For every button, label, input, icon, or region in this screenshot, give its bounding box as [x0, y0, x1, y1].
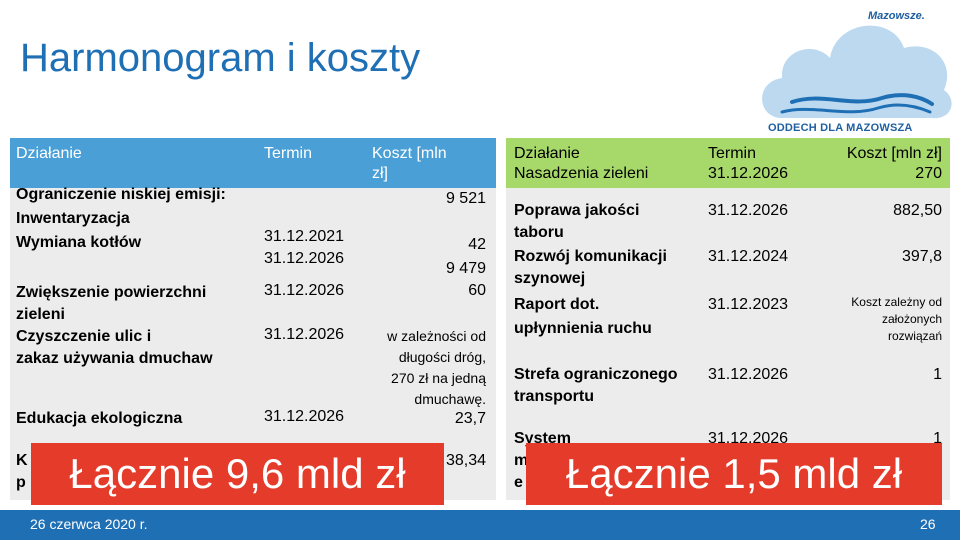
- row-action: upłynnienia ruchu: [514, 320, 652, 337]
- row-action: e: [514, 474, 523, 491]
- left-table-header: Działanie Termin Koszt [mln zł]: [10, 138, 496, 188]
- row-cost: 270 zł na jedną: [391, 370, 486, 386]
- row-term: 31.12.2026: [264, 250, 345, 267]
- row-cost: 38,34: [445, 452, 486, 469]
- row-action: Strefa ograniczonego: [514, 366, 678, 383]
- row-term: 31.12.2023: [708, 296, 789, 313]
- row-action: System: [514, 430, 571, 447]
- row-action: Rozwój komunikacji: [514, 248, 667, 265]
- row-cost: 9 521: [445, 190, 486, 207]
- row-term: 31.12.2026: [708, 366, 789, 383]
- right-table-header: Działanie Nasadzenia zieleni Termin 31.1…: [506, 138, 950, 188]
- header-cost-line2: zł]: [372, 165, 388, 182]
- header-cost-row: 270: [915, 165, 942, 182]
- row-term: 31.12.2021: [264, 228, 345, 245]
- header-cost-line1: Koszt [mln: [372, 145, 447, 162]
- brand-logo: Mazowsze.: [868, 10, 925, 22]
- row-action: Edukacja ekologiczna: [16, 410, 183, 427]
- row-action: K: [16, 452, 28, 469]
- cloud-logo-icon: [762, 25, 952, 119]
- row-cost: Koszt zależny od: [851, 295, 942, 309]
- row-action: m: [514, 452, 529, 469]
- header-action: Działanie: [514, 145, 580, 162]
- row-action: szynowej: [514, 270, 586, 287]
- row-action: Poprawa jakości: [514, 202, 640, 219]
- row-term: 31.12.2026: [264, 326, 345, 343]
- row-action: p: [16, 474, 26, 491]
- row-cost: 42: [468, 236, 486, 253]
- page-number: 26: [920, 516, 936, 532]
- row-action: zakaz używania dmuchaw: [16, 350, 213, 367]
- row-cost: długości dróg,: [398, 349, 486, 365]
- header-term-row: 31.12.2026: [708, 165, 789, 182]
- footer-bar: [0, 510, 960, 540]
- row-cost: rozwiązań: [887, 329, 942, 343]
- header-term: Termin: [708, 145, 757, 162]
- row-cost: 397,8: [901, 248, 942, 265]
- row-cost: założonych: [881, 312, 942, 326]
- row-action: taboru: [514, 224, 564, 241]
- row-term: 31.12.2026: [708, 202, 789, 219]
- row-cost: 1: [933, 430, 942, 447]
- footer-date: 26 czerwca 2020 r.: [30, 516, 148, 532]
- total-cost-left: Łącznie 9,6 mld zł: [31, 443, 444, 505]
- row-cost: 882,50: [893, 202, 942, 219]
- row-term: 31.12.2026: [708, 430, 789, 447]
- row-action: zieleni: [16, 306, 65, 323]
- row-term: 31.12.2026: [264, 282, 345, 299]
- row-action: Zwiększenie powierzchni: [16, 284, 207, 301]
- row-cost: w zależności od: [387, 328, 486, 344]
- row-cost: 1: [933, 366, 942, 383]
- total-cost-right: Łącznie 1,5 mld zł: [526, 443, 942, 505]
- header-action: Działanie: [16, 145, 82, 162]
- header-cost: Koszt [mln zł]: [846, 145, 942, 162]
- row-action: Inwentaryzacja: [16, 210, 130, 227]
- row-cost: 60: [468, 282, 486, 299]
- left-schedule-table: Działanie Termin Koszt [mln zł] Ogranicz…: [10, 138, 496, 500]
- row-action: Czyszczenie ulic i: [16, 328, 152, 345]
- logo-tagline: ODDECH DLA MAZOWSZA: [768, 122, 913, 134]
- row-cost: dmuchawę.: [414, 391, 486, 407]
- row-term: 31.12.2024: [708, 248, 789, 265]
- row-term: 31.12.2026: [264, 408, 345, 425]
- row-action: transportu: [514, 388, 594, 405]
- row-cost: 23,7: [454, 410, 486, 427]
- row-action: Ograniczenie niskiej emisji:: [16, 186, 226, 203]
- header-term: Termin: [264, 145, 313, 162]
- row-action: Raport dot.: [514, 296, 600, 313]
- row-action: Wymiana kotłów: [16, 234, 142, 251]
- row-cost: 9 479: [445, 260, 486, 277]
- page-title: Harmonogram i koszty: [20, 36, 421, 80]
- right-schedule-table: Działanie Nasadzenia zieleni Termin 31.1…: [506, 138, 950, 500]
- header-action-row: Nasadzenia zieleni: [514, 165, 649, 182]
